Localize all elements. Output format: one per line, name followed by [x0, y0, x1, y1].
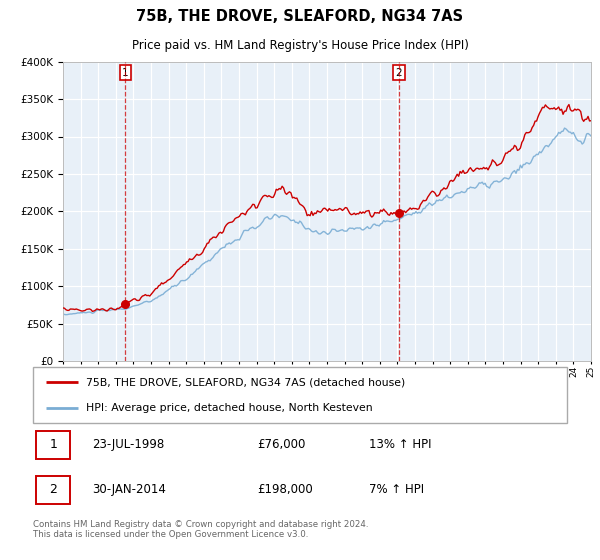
Text: 23-JUL-1998: 23-JUL-1998	[92, 438, 164, 451]
Text: 7% ↑ HPI: 7% ↑ HPI	[370, 483, 425, 496]
Text: £76,000: £76,000	[257, 438, 305, 451]
Text: 2: 2	[395, 68, 402, 78]
Text: 75B, THE DROVE, SLEAFORD, NG34 7AS: 75B, THE DROVE, SLEAFORD, NG34 7AS	[136, 9, 464, 24]
Text: 2: 2	[49, 483, 57, 496]
Text: 30-JAN-2014: 30-JAN-2014	[92, 483, 166, 496]
Text: Price paid vs. HM Land Registry's House Price Index (HPI): Price paid vs. HM Land Registry's House …	[131, 39, 469, 53]
Text: 1: 1	[49, 438, 57, 451]
Text: 13% ↑ HPI: 13% ↑ HPI	[370, 438, 432, 451]
FancyBboxPatch shape	[35, 476, 70, 504]
Text: 75B, THE DROVE, SLEAFORD, NG34 7AS (detached house): 75B, THE DROVE, SLEAFORD, NG34 7AS (deta…	[86, 377, 406, 388]
Text: 1: 1	[122, 68, 129, 78]
Text: £198,000: £198,000	[257, 483, 313, 496]
Text: Contains HM Land Registry data © Crown copyright and database right 2024.
This d: Contains HM Land Registry data © Crown c…	[33, 520, 368, 539]
Text: HPI: Average price, detached house, North Kesteven: HPI: Average price, detached house, Nort…	[86, 403, 373, 413]
FancyBboxPatch shape	[35, 431, 70, 459]
